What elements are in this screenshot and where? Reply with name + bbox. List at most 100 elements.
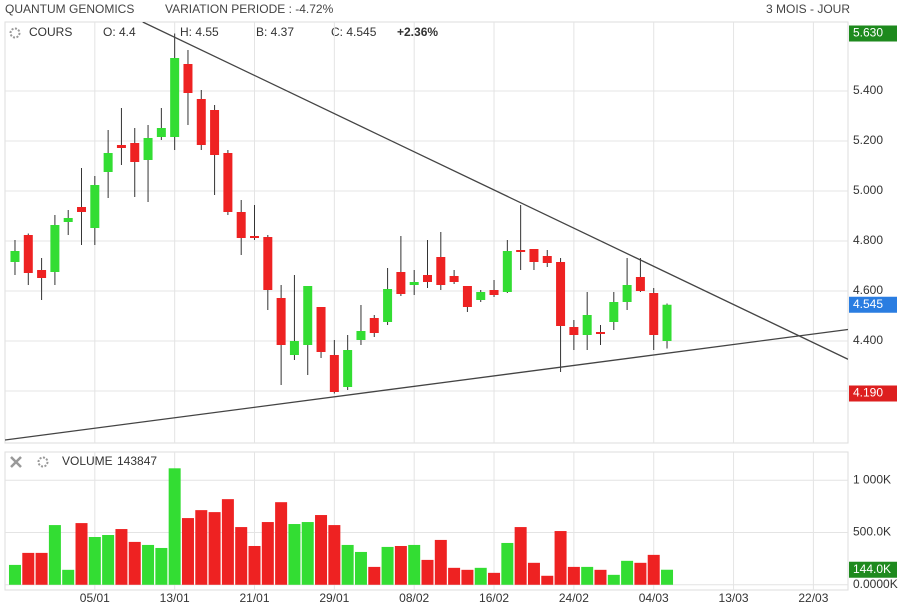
volume-bar: [408, 544, 421, 585]
candle-body: [662, 304, 672, 341]
volume-bar: [501, 542, 514, 585]
volume-bar: [607, 574, 620, 585]
price-badge-label: 5.630: [853, 26, 883, 40]
volume-bar: [661, 569, 674, 585]
candle-body: [422, 275, 432, 282]
candle-body: [383, 289, 393, 322]
candle-body: [329, 355, 339, 392]
x-tick-label: 05/01: [80, 591, 110, 605]
volume-bar: [567, 566, 580, 585]
x-tick-label: 16/02: [479, 591, 509, 605]
candle-body: [502, 251, 512, 292]
candle-body: [396, 272, 406, 294]
candle-body: [37, 270, 47, 278]
price-badge: [849, 296, 897, 313]
volume-bar: [354, 551, 367, 585]
price-label: COURS: [29, 25, 72, 39]
volume-bar: [434, 539, 447, 585]
volume-bar: [488, 572, 501, 585]
candle-body: [649, 293, 659, 335]
candle-body: [130, 143, 140, 162]
close-icon[interactable]: [10, 456, 22, 468]
volume-bar: [208, 512, 221, 585]
volume-panel: [4, 451, 849, 591]
volume-bar: [235, 527, 248, 585]
candle-body: [156, 128, 166, 137]
volume-bar: [8, 564, 21, 585]
settings-icon[interactable]: [37, 456, 49, 468]
volume-bar: [647, 554, 660, 585]
volume-bar: [315, 515, 328, 585]
candle-body: [143, 138, 153, 160]
y-tick-label: 5.400: [853, 83, 883, 97]
volume-bar: [554, 531, 567, 585]
volume-bar: [22, 552, 35, 585]
candle-body: [90, 185, 100, 228]
volume-bar: [88, 536, 101, 585]
candle-body: [489, 290, 499, 295]
candle-body: [236, 212, 246, 238]
x-tick-label: 13/01: [160, 591, 190, 605]
volume-bar: [195, 510, 208, 585]
x-tick-label: 29/01: [319, 591, 349, 605]
volume-badge-label: 144.0K: [853, 562, 891, 576]
candle-body: [609, 302, 619, 322]
volume-bar: [62, 569, 75, 585]
volume-bar: [181, 518, 194, 585]
candle-body: [516, 250, 526, 252]
volume-bar: [461, 569, 474, 585]
candle-body: [316, 307, 326, 352]
trendline: [142, 22, 848, 360]
period[interactable]: 3 MOIS - JOUR: [766, 2, 850, 16]
volume-bar: [128, 541, 141, 585]
volume-bar: [168, 468, 181, 585]
x-tick-label: 04/03: [639, 591, 669, 605]
candle-body: [63, 218, 73, 222]
candle-body: [210, 110, 220, 155]
y-tick-label: 0.0000K: [853, 577, 898, 591]
x-tick-label: 21/01: [239, 591, 269, 605]
volume-bar: [221, 499, 234, 585]
title: QUANTUM GENOMICS: [5, 2, 134, 16]
high-info: H: 4.55: [180, 25, 219, 39]
volume-bar: [341, 544, 354, 585]
volume-bar: [621, 560, 634, 585]
y-tick-label: 500.0K: [853, 525, 891, 539]
volume-bar: [474, 567, 487, 585]
candle-body: [10, 251, 20, 262]
y-tick-label: 1 000K: [853, 472, 891, 486]
volume-bar: [421, 559, 434, 585]
volume-bar: [381, 546, 394, 585]
volume-bar: [394, 545, 407, 585]
volume-bar: [527, 562, 540, 585]
candle-body: [462, 286, 472, 307]
candle-body: [196, 99, 206, 145]
volume-bar: [581, 566, 594, 585]
low-info: B: 4.37: [256, 25, 294, 39]
y-tick-label: 5.200: [853, 133, 883, 147]
price-plot: [5, 22, 848, 443]
candle-body: [116, 145, 126, 148]
volume-bar: [301, 522, 314, 585]
candle-body: [50, 225, 60, 272]
candle-body: [529, 249, 539, 262]
price-badge-label: 4.545: [853, 297, 883, 311]
volume-bar: [48, 525, 61, 585]
volume-bar: [634, 562, 647, 585]
y-tick-label: 4.600: [853, 283, 883, 297]
volume-bar: [594, 569, 607, 585]
candle-body: [170, 58, 180, 137]
volume-bar: [155, 547, 168, 585]
open-info: O: 4.4: [103, 25, 136, 39]
variation: VARIATION PERIODE : -4.72%: [165, 2, 334, 16]
x-tick-label: 13/03: [719, 591, 749, 605]
candle-body: [436, 257, 446, 285]
candle-body: [409, 282, 419, 285]
volume-plot: [5, 452, 848, 590]
candle-body: [183, 64, 193, 93]
volume-badge: [849, 561, 897, 578]
x-tick-label: 22/03: [798, 591, 828, 605]
settings-icon[interactable]: [9, 27, 21, 39]
price-badge: [849, 385, 897, 402]
candle-body: [369, 318, 379, 333]
